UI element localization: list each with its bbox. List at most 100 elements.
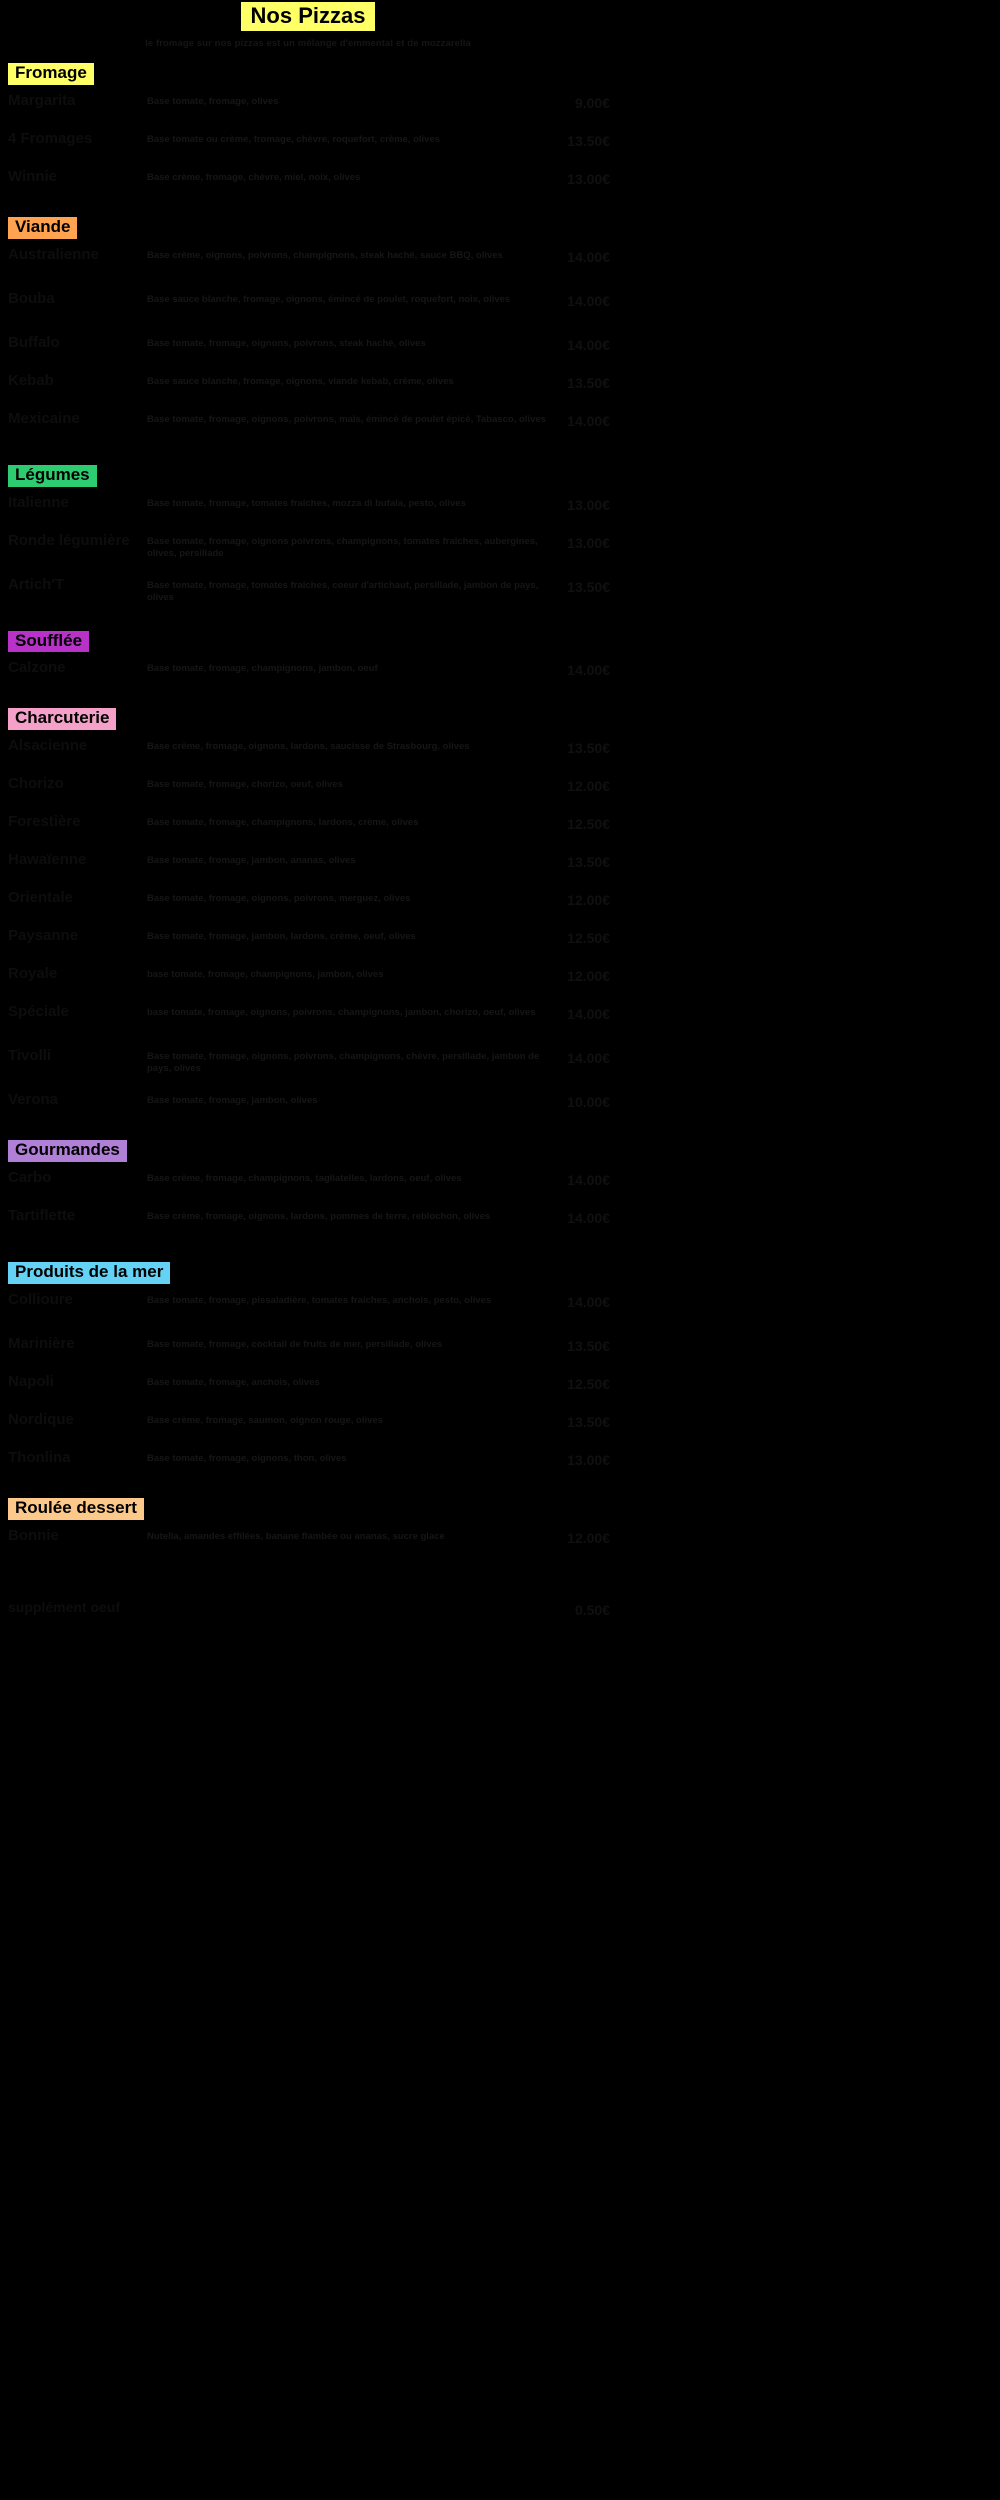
item-price: 13.50€ [567,374,610,391]
menu-item-row: Thonlina Base tomate, fromage, oignons, t… [0,1446,616,1484]
section-heading: Légumes [8,464,97,487]
item-name: Spéciale [8,1003,69,1021]
item-description: Base tomate, fromage, oignons, poivrons,… [147,413,546,425]
item-price: 13.50€ [567,1338,610,1354]
item-description: Base tomate, fromage, chorizo, oeuf, oli… [147,779,343,791]
page-subtitle: le fromage sur nos pizzas est un mélange… [145,38,471,50]
section-items: Calzone Base tomate, fromage, champignons… [0,656,616,694]
item-name: Alsacienne [8,737,88,755]
item-price: 14.00€ [567,662,610,679]
item-name: Collioure [8,1291,74,1308]
menu-item-row: Hawaïenne Base tomate, fromage, jambon, a… [0,848,616,886]
item-price: 13.00€ [567,170,610,187]
menu-section: Produits de la mer Collioure Base tomate, … [0,1262,616,1484]
menu-item-row: Royale base tomate, fromage, champignons,… [0,962,616,1000]
item-name: Ronde légumière [8,531,130,549]
menu-item-row: 4 Fromages Base tomate ou crème, fromage,… [0,127,616,165]
item-description: base tomate, fromage, oignons, poivrons,… [147,1007,536,1019]
item-price: 12.00€ [567,968,610,985]
item-price: 13.50€ [567,1414,610,1430]
item-name: Bouba [8,289,55,307]
item-name: Calzone [8,659,66,677]
item-price: 14.00€ [567,1050,610,1067]
section-items: Australienne Base crème, oignons, poivron… [0,243,616,451]
item-description: Base tomate, fromage, olives [147,95,279,107]
menu-section: Soufflée Calzone Base tomate, fromage, cha… [0,630,616,695]
item-description: Base tomate, fromage, champignons, jambo… [147,663,378,675]
item-name: Hawaïenne [8,851,87,869]
item-description: Base tomate, fromage, cocktail de fruits… [147,1339,443,1350]
item-name: Italienne [8,493,69,511]
item-name: Kebab [8,371,54,389]
item-description: Base crème, fromage, oignons, lardons, s… [147,741,470,753]
item-description: Base crème, fromage, chèvre, miel, noix,… [147,171,361,183]
section-items: Carbo Base crème, fromage, champignons, t… [0,1166,616,1248]
section-heading: Gourmandes [8,1140,127,1163]
item-name: Forestière [8,813,81,831]
item-price: 13.50€ [567,854,610,871]
item-name: Australienne [8,245,99,263]
menu-item-row: Alsacienne Base crème, fromage, oignons, … [0,734,616,772]
menu-item-row: Verona Base tomate, fromage, jambon, oliv… [0,1088,616,1126]
item-name: Tartiflette [8,1207,76,1225]
item-name: Thonlina [8,1449,71,1466]
item-price: 12.00€ [567,892,610,909]
item-description: Base tomate, fromage, champignons, lardo… [147,817,419,829]
item-price: 12.50€ [567,816,610,833]
section-heading: Fromage [8,63,94,85]
menu-item-row: Orientale Base tomate, fromage, oignons, … [0,886,616,924]
item-price: 13.50€ [567,132,610,149]
menu-sheet: Nos Pizzas le fromage sur nos pizzas est… [0,0,616,1618]
menu-item-row: Collioure Base tomate, fromage, pissaladi… [0,1288,616,1332]
menu-section: Fromage Margarita Base tomate, fromage, ol… [0,63,616,203]
menu-item-row: Bouba Base sauce blanche, fromage, oignon… [0,287,616,331]
item-description: Base tomate, fromage, oignons, thon, oli… [147,1453,347,1464]
section-items: Bonnie Nutella, amandes effilées, banane … [0,1524,616,1562]
item-description: Base tomate, fromage, pissaladière, toma… [147,1295,492,1306]
item-description: base tomate, fromage, champignons, jambo… [147,969,384,981]
section-heading: Produits de la mer [8,1262,171,1284]
item-description: Base tomate, fromage, jambon, ananas, ol… [147,855,356,867]
section-items: Alsacienne Base crème, fromage, oignons, … [0,734,616,1126]
menu-item-row: Marinière Base tomate, fromage, cocktail … [0,1332,616,1370]
item-price: 12.50€ [567,1376,610,1392]
item-price: 13.00€ [567,1452,610,1468]
menu-section: Viande Australienne Base crème, oignons, p… [0,216,616,451]
menu-item-row: Carbo Base crème, fromage, champignons, t… [0,1166,616,1204]
item-name: Royale [8,965,58,983]
menu-item-row: Tartiflette Base crème, fromage, oignons,… [0,1204,616,1248]
item-price: 9.00€ [574,94,610,111]
menu-item-row: Kebab Base sauce blanche, fromage, oignon… [0,369,616,407]
menu-item-row: Tivolli Base tomate, fromage, oignons, po… [0,1044,616,1088]
item-price: 13.50€ [567,578,610,595]
item-name: Verona [8,1091,59,1109]
menu-item-row: Winnie Base crème, fromage, chèvre, miel,… [0,165,616,203]
menu-item-row: Mexicaine Base tomate, fromage, oignons, … [0,407,616,451]
item-price: 14.00€ [567,1294,610,1310]
item-description: Base tomate, fromage, jambon, lardons, c… [147,931,416,943]
item-name: Nordique [8,1411,74,1428]
menu-section: Gourmandes Carbo Base crème, fromage, cham… [0,1140,616,1248]
item-name: Margarita [8,91,76,109]
item-name: 4 Fromages [8,129,93,147]
item-description: Base tomate, fromage, oignons, poivrons,… [147,1051,540,1075]
item-description: Base tomate, fromage, tomates fraîches, … [147,497,466,509]
menu-item-row: Italienne Base tomate, fromage, tomates f… [0,491,616,529]
title-area: Nos Pizzas [0,0,616,32]
menu-section: Charcuterie Alsacienne Base crème, fromage… [0,708,616,1126]
item-description: Base tomate, fromage, oignons, poivrons,… [147,337,426,349]
item-name: Orientale [8,889,74,907]
item-name: Buffalo [8,333,60,351]
supplement-price: 0.50€ [574,1601,610,1618]
item-name: Mexicaine [8,409,80,427]
section-items: Italienne Base tomate, fromage, tomates f… [0,491,616,617]
item-description: Base sauce blanche, fromage, oignons, vi… [147,375,454,387]
item-description: Base tomate, fromage, tomates fraîches, … [147,579,539,603]
item-name: Marinière [8,1335,75,1352]
sections-container: Fromage Margarita Base tomate, fromage, ol… [0,63,616,1562]
menu-item-row: Nordique Base crème, fromage, saumon, oig… [0,1408,616,1446]
item-description: Base crème, oignons, poivrons, champigno… [147,249,503,261]
section-items: Collioure Base tomate, fromage, pissaladi… [0,1288,616,1484]
section-heading: Viande [8,216,78,239]
